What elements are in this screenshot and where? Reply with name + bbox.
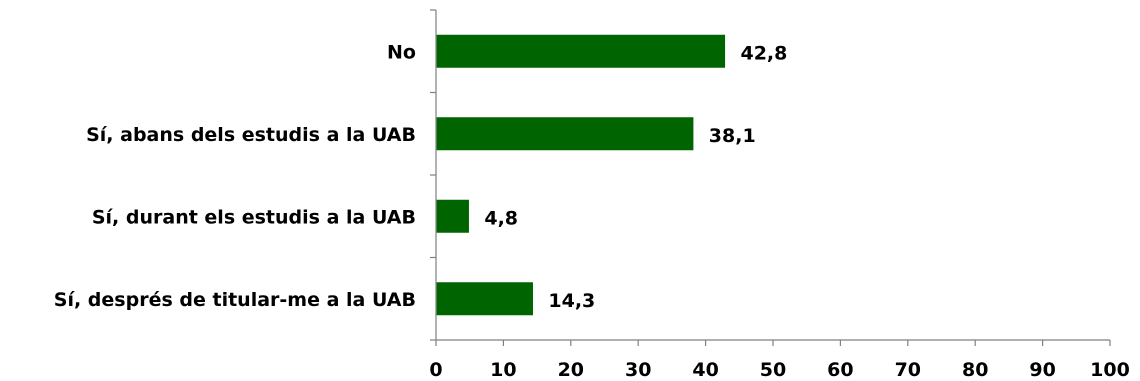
x-tick-label: 70 [895, 359, 921, 381]
x-tick-label: 30 [625, 359, 651, 381]
x-tick-label: 100 [1090, 359, 1130, 381]
x-tick-label: 10 [490, 359, 516, 381]
x-tick-label: 80 [962, 359, 988, 381]
category-label: Sí, durant els estudis a la UAB [92, 206, 416, 228]
bar [436, 199, 469, 233]
bar [436, 117, 694, 151]
x-tick-label: 20 [558, 359, 584, 381]
category-label: Sí, després de titular-me a la UAB [54, 289, 416, 311]
data-label: 42,8 [740, 42, 787, 64]
category-label: Sí, abans dels estudis a la UAB [86, 124, 416, 146]
category-label: No [387, 41, 416, 63]
data-label: 38,1 [709, 125, 756, 147]
x-tick-label: 0 [429, 359, 442, 381]
data-label: 14,3 [548, 290, 595, 312]
data-label: 4,8 [484, 207, 518, 229]
bar [436, 282, 533, 316]
bar [436, 34, 726, 68]
x-tick-label: 50 [760, 359, 786, 381]
x-tick-label: 40 [692, 359, 718, 381]
x-tick-label: 60 [827, 359, 853, 381]
plot-area: 0 10 20 30 40 50 60 70 80 90 100 No 42,8 Sí, abans de… [54, 9, 1130, 381]
x-tick-label: 90 [1029, 359, 1055, 381]
